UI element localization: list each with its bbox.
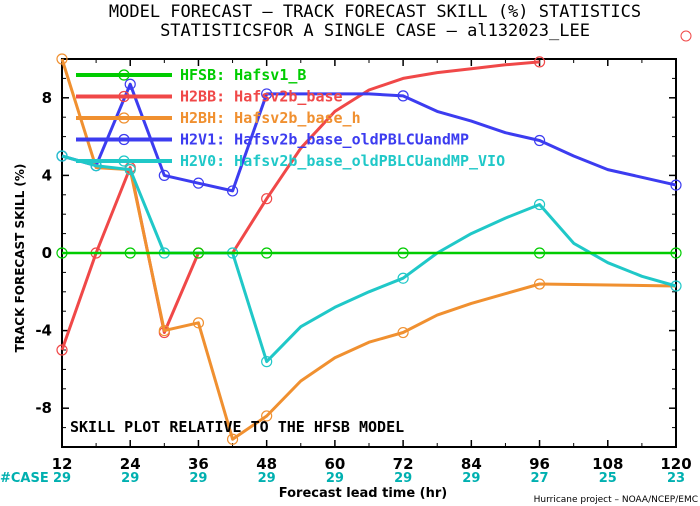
y-tick-label: -8 xyxy=(35,399,52,417)
legend-entry: H2V1: Hafsv2b_base_oldPBLCUandMP xyxy=(180,131,469,149)
legend-entry: H2BH: Hafsv2b_base_h xyxy=(180,109,361,127)
series-point-0 xyxy=(56,247,68,259)
series-point-1 xyxy=(261,193,273,205)
credit-text: Hurricane project – NOAA/NCEP/EMC xyxy=(534,495,698,505)
series-point-3 xyxy=(226,185,239,197)
x-tick-label: 96 xyxy=(529,455,550,473)
series-point-3 xyxy=(158,169,170,181)
series-point-0 xyxy=(670,247,682,259)
series-point-2 xyxy=(158,325,170,337)
series-layer xyxy=(56,53,682,445)
legend-entry: H2V0: Hafsv2b_base_oldPBLCUandMP_VIO xyxy=(180,152,505,170)
series-point-2 xyxy=(192,317,205,329)
case-count: 29 xyxy=(258,471,276,486)
series-point-2 xyxy=(261,410,273,422)
legend-marker xyxy=(118,155,130,167)
y-axis-label: TRACK FORECAST SKILL (%) xyxy=(13,164,27,353)
case-label: #CASE xyxy=(0,471,49,486)
case-count: 27 xyxy=(531,471,549,486)
legend-entry: H2BB: Hafsv2b_base xyxy=(180,88,343,106)
series-point-3 xyxy=(261,88,273,100)
series-point-3 xyxy=(533,134,546,147)
y-tick-label: -4 xyxy=(35,322,52,340)
series-point-1 xyxy=(533,56,546,68)
series-point-3 xyxy=(397,90,409,102)
series-point-4 xyxy=(56,150,68,162)
series-point-2 xyxy=(226,433,239,445)
ticks-layer: 1229242936294829602972298429962710825120… xyxy=(35,58,692,486)
series-point-3 xyxy=(124,78,136,90)
series-point-2 xyxy=(397,326,409,339)
case-count: 29 xyxy=(189,471,207,486)
y-tick-label: 0 xyxy=(42,244,52,262)
y-tick-label: 4 xyxy=(42,166,52,184)
x-tick-label: 72 xyxy=(393,455,414,473)
legend-marker xyxy=(118,112,130,124)
series-line-4 xyxy=(61,154,677,364)
series-point-0 xyxy=(533,247,546,259)
x-tick-label: 84 xyxy=(461,455,482,473)
series-point-0 xyxy=(261,247,273,259)
series-point-4 xyxy=(124,163,136,176)
series-point-0 xyxy=(192,247,205,259)
case-count: 29 xyxy=(394,471,412,486)
case-count: 29 xyxy=(462,471,480,486)
x-axis-label: Forecast lead time (hr) xyxy=(279,486,447,501)
series-point-0 xyxy=(124,247,136,259)
skill-annotation: SKILL PLOT RELATIVE TO THE HFSB MODEL xyxy=(70,418,404,436)
series-point-3 xyxy=(670,179,682,191)
case-count: 29 xyxy=(121,471,139,486)
series-point-2 xyxy=(533,278,546,290)
x-tick-label: 36 xyxy=(188,455,209,473)
chart-title-line2: STATISTICSFOR A SINGLE CASE – al132023_L… xyxy=(160,21,590,41)
series-point-1 xyxy=(56,344,68,356)
legend-entry: HFSB: Hafsv1_B xyxy=(180,66,306,84)
legend-marker xyxy=(118,90,130,103)
legend-marker xyxy=(118,69,130,81)
x-tick-label: 108 xyxy=(592,455,623,473)
series-point-4 xyxy=(533,198,546,211)
chart-title-line1: MODEL FORECAST – TRACK FORECAST SKILL (%… xyxy=(109,2,641,22)
case-count: 29 xyxy=(326,471,344,486)
case-count: 23 xyxy=(667,471,685,486)
title-marker-icon xyxy=(680,30,692,42)
legend: HFSB: Hafsv1_B H2BB: Hafsv2b_base H2BH: Ha… xyxy=(76,66,505,170)
x-tick-label: 120 xyxy=(660,455,691,473)
series-point-3 xyxy=(192,177,205,189)
x-tick-label: 12 xyxy=(52,455,73,473)
x-tick-label: 24 xyxy=(120,455,141,473)
series-line-3 xyxy=(61,82,677,193)
series-line-2 xyxy=(60,58,677,441)
series-point-4 xyxy=(261,356,273,368)
y-tick-label: 8 xyxy=(42,89,52,107)
case-count: 29 xyxy=(53,471,71,486)
series-point-2 xyxy=(56,53,68,65)
series-point-4 xyxy=(397,272,409,284)
series-point-4 xyxy=(670,280,682,292)
x-tick-label: 48 xyxy=(256,455,277,473)
x-tick-label: 60 xyxy=(324,455,345,473)
case-count: 25 xyxy=(599,471,617,486)
series-point-0 xyxy=(397,247,409,259)
legend-marker xyxy=(118,133,130,146)
